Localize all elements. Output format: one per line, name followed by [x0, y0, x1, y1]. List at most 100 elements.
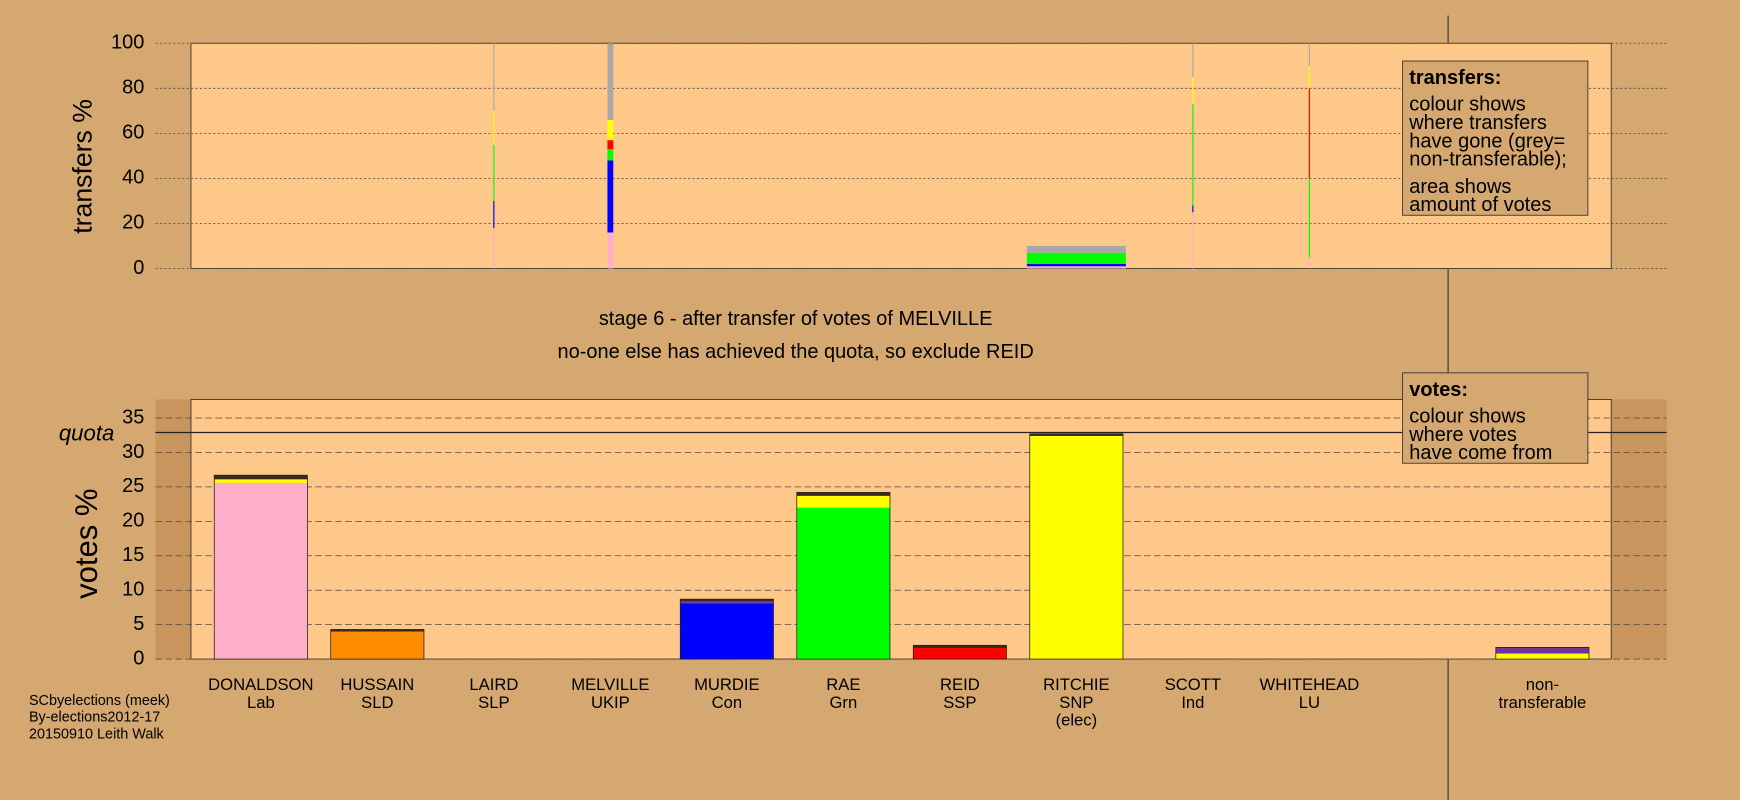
x-tick-label: Grn	[830, 693, 858, 712]
bar-segment	[913, 648, 1007, 660]
x-tick-label: Con	[712, 693, 743, 712]
x-tick-label: RAE	[826, 675, 860, 694]
x-tick-label: transferable	[1499, 693, 1587, 712]
caption: no-one else has achieved the quota, so e…	[558, 341, 1034, 363]
x-tick-label: (elec)	[1056, 711, 1098, 730]
y-tick-label: 80	[122, 77, 144, 99]
bar-outline	[1495, 646, 1590, 660]
note-line: where transfers	[1408, 112, 1547, 134]
bar-segment	[1308, 65, 1310, 89]
y-tick-label: 100	[111, 32, 144, 54]
y-tick-label: 25	[122, 475, 144, 497]
bar-segment	[1192, 205, 1194, 213]
x-tick-label: SCOTT	[1165, 675, 1221, 694]
plot-area	[190, 42, 1612, 269]
note-title: votes:	[1409, 379, 1468, 401]
bar-segment	[493, 227, 495, 269]
x-tick-label: SLD	[361, 693, 393, 712]
x-tick-label: MELVILLE	[571, 675, 649, 694]
bar-segment	[607, 160, 614, 233]
bar-segment	[1495, 653, 1590, 660]
bar-segment	[1026, 252, 1126, 265]
bar-segment	[680, 603, 774, 660]
bar-segment	[680, 599, 774, 602]
y-tick-label: 0	[133, 257, 144, 279]
bar-outline	[213, 474, 308, 660]
y-tick-label: 20	[122, 212, 144, 234]
bar-segment	[1495, 648, 1590, 654]
x-tick-label: DONALDSON	[208, 675, 313, 694]
bar-segment	[1308, 88, 1310, 179]
note-line: where votes	[1408, 424, 1517, 446]
bar-segment	[1029, 435, 1123, 660]
note-line: area shows	[1409, 176, 1511, 198]
x-tick-label: SNP	[1059, 693, 1093, 712]
bar-outline	[1029, 433, 1124, 660]
bar-segment	[607, 149, 614, 161]
caption: stage 6 - after transfer of votes of MEL…	[599, 308, 993, 330]
x-tick-label: REID	[940, 675, 980, 694]
plot-area	[190, 399, 1612, 660]
footer-text: 20150910 Leith Walk	[29, 726, 165, 742]
y-axis-label: votes %	[69, 488, 104, 598]
bar-segment	[607, 119, 614, 141]
note-line: colour shows	[1409, 94, 1526, 116]
bar-segment	[214, 479, 308, 483]
x-tick-label: RITCHIE	[1043, 675, 1110, 694]
x-tick-label: LAIRD	[469, 675, 518, 694]
y-tick-label: 30	[122, 441, 144, 463]
y-axis-label: transfers %	[67, 99, 97, 234]
footer-text: SCbyelections (meek)	[29, 693, 170, 709]
bar-segment	[796, 492, 890, 496]
x-tick-label: WHITEHEAD	[1260, 675, 1360, 694]
bar-segment	[1192, 77, 1194, 105]
note-line: have come from	[1409, 442, 1552, 464]
bar-segment	[1026, 264, 1126, 267]
bar-segment	[1308, 178, 1310, 258]
y-tick-label: 40	[122, 167, 144, 189]
bar-outline	[796, 492, 891, 660]
note-line: have gone (grey=	[1409, 130, 1565, 152]
x-tick-label: HUSSAIN	[340, 675, 414, 694]
bar-segment	[1192, 104, 1194, 206]
x-tick-label: SLP	[478, 693, 509, 712]
x-tick-label: MURDIE	[694, 675, 760, 694]
note-line: amount of votes	[1409, 194, 1551, 216]
quota-label: quota	[59, 421, 115, 446]
y-tick-label: 20	[122, 510, 144, 532]
bar-outline	[912, 644, 1007, 660]
x-tick-label: Lab	[247, 693, 275, 712]
bar-segment	[1192, 43, 1194, 78]
bar-segment	[607, 140, 614, 150]
bar-segment	[607, 43, 614, 120]
bar-segment	[493, 144, 495, 201]
bar-segment	[913, 645, 1007, 649]
bar-segment	[493, 200, 495, 228]
x-tick-label: LU	[1299, 693, 1320, 712]
x-tick-label: non-	[1526, 675, 1559, 694]
y-tick-label: 0	[133, 647, 144, 669]
bar-segment	[1192, 212, 1194, 269]
bar-segment	[214, 475, 308, 480]
y-tick-label: 10	[122, 578, 144, 600]
y-tick-label: 35	[122, 406, 144, 428]
bar-segment	[330, 629, 424, 632]
bar-outline	[330, 629, 425, 660]
note-line: non-transferable);	[1409, 149, 1567, 171]
note-line: colour shows	[1409, 405, 1526, 427]
note-title: transfers:	[1409, 67, 1501, 89]
bar-segment	[1308, 43, 1310, 66]
note-box	[1402, 372, 1589, 464]
bar-segment	[1308, 257, 1310, 269]
x-tick-label: Ind	[1181, 693, 1204, 712]
bar-segment	[1029, 433, 1123, 436]
y-tick-label: 60	[122, 122, 144, 144]
bar-outline	[679, 598, 774, 660]
bar-segment	[680, 601, 774, 604]
y-tick-label: 5	[133, 613, 144, 635]
bar-segment	[330, 631, 424, 660]
bar-segment	[607, 232, 614, 269]
bar-segment	[493, 43, 495, 111]
bar-segment	[1026, 266, 1126, 269]
